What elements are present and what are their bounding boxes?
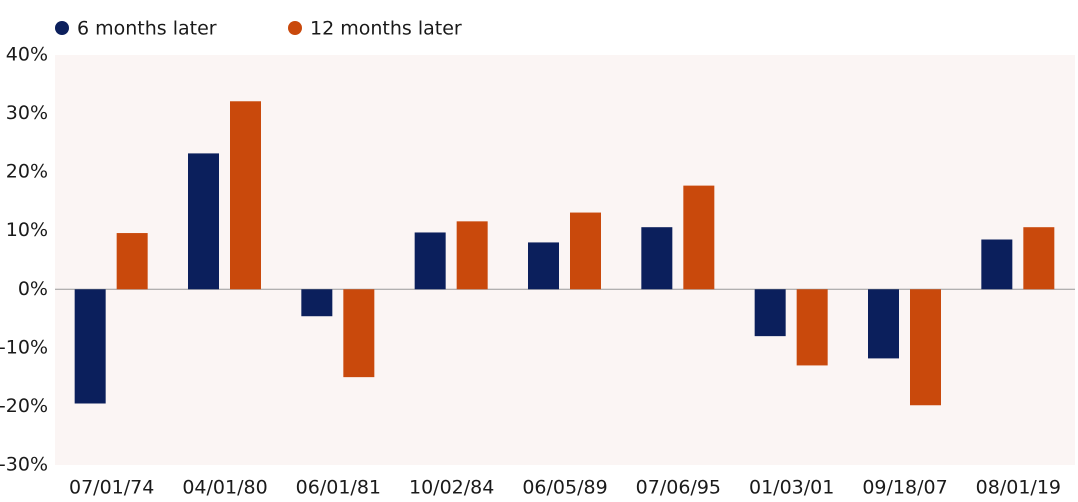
y-tick-label: -30%	[0, 454, 48, 476]
bar	[910, 289, 941, 406]
bar	[301, 289, 333, 317]
plot-area	[55, 55, 1075, 465]
legend-marker	[288, 21, 302, 35]
bar	[188, 153, 219, 290]
legend-label: 12 months later	[310, 18, 462, 40]
bar	[528, 242, 559, 290]
x-tick-label: 07/01/74	[69, 477, 154, 499]
bar	[796, 289, 828, 366]
x-tick-label: 08/01/19	[976, 477, 1061, 499]
legend-marker	[55, 21, 69, 35]
bar	[868, 289, 899, 359]
y-tick-label: -20%	[0, 395, 48, 417]
bar	[116, 233, 148, 290]
bar	[74, 289, 106, 404]
bar	[981, 239, 1013, 290]
y-tick-label: 40%	[6, 44, 48, 66]
bar	[230, 101, 261, 290]
bar	[343, 289, 375, 378]
bar	[641, 227, 673, 290]
x-tick-label: 06/01/81	[296, 477, 381, 499]
x-tick-label: 10/02/84	[409, 477, 494, 499]
x-tick-label: 07/06/95	[636, 477, 721, 499]
y-tick-label: 30%	[6, 102, 48, 124]
y-tick-label: -10%	[0, 336, 48, 358]
bar	[414, 232, 446, 290]
bar	[683, 185, 715, 290]
x-tick-label: 06/05/89	[522, 477, 607, 499]
bar	[456, 221, 488, 290]
x-tick-label: 04/01/80	[182, 477, 267, 499]
y-tick-label: 0%	[18, 278, 48, 300]
y-tick-label: 20%	[6, 161, 48, 183]
legend-label: 6 months later	[77, 18, 217, 40]
y-tick-label: 10%	[6, 219, 48, 241]
bar	[570, 212, 601, 290]
bar	[1023, 227, 1055, 290]
x-tick-label: 01/03/01	[749, 477, 834, 499]
x-tick-label: 09/18/07	[862, 477, 947, 499]
bar	[754, 289, 786, 337]
